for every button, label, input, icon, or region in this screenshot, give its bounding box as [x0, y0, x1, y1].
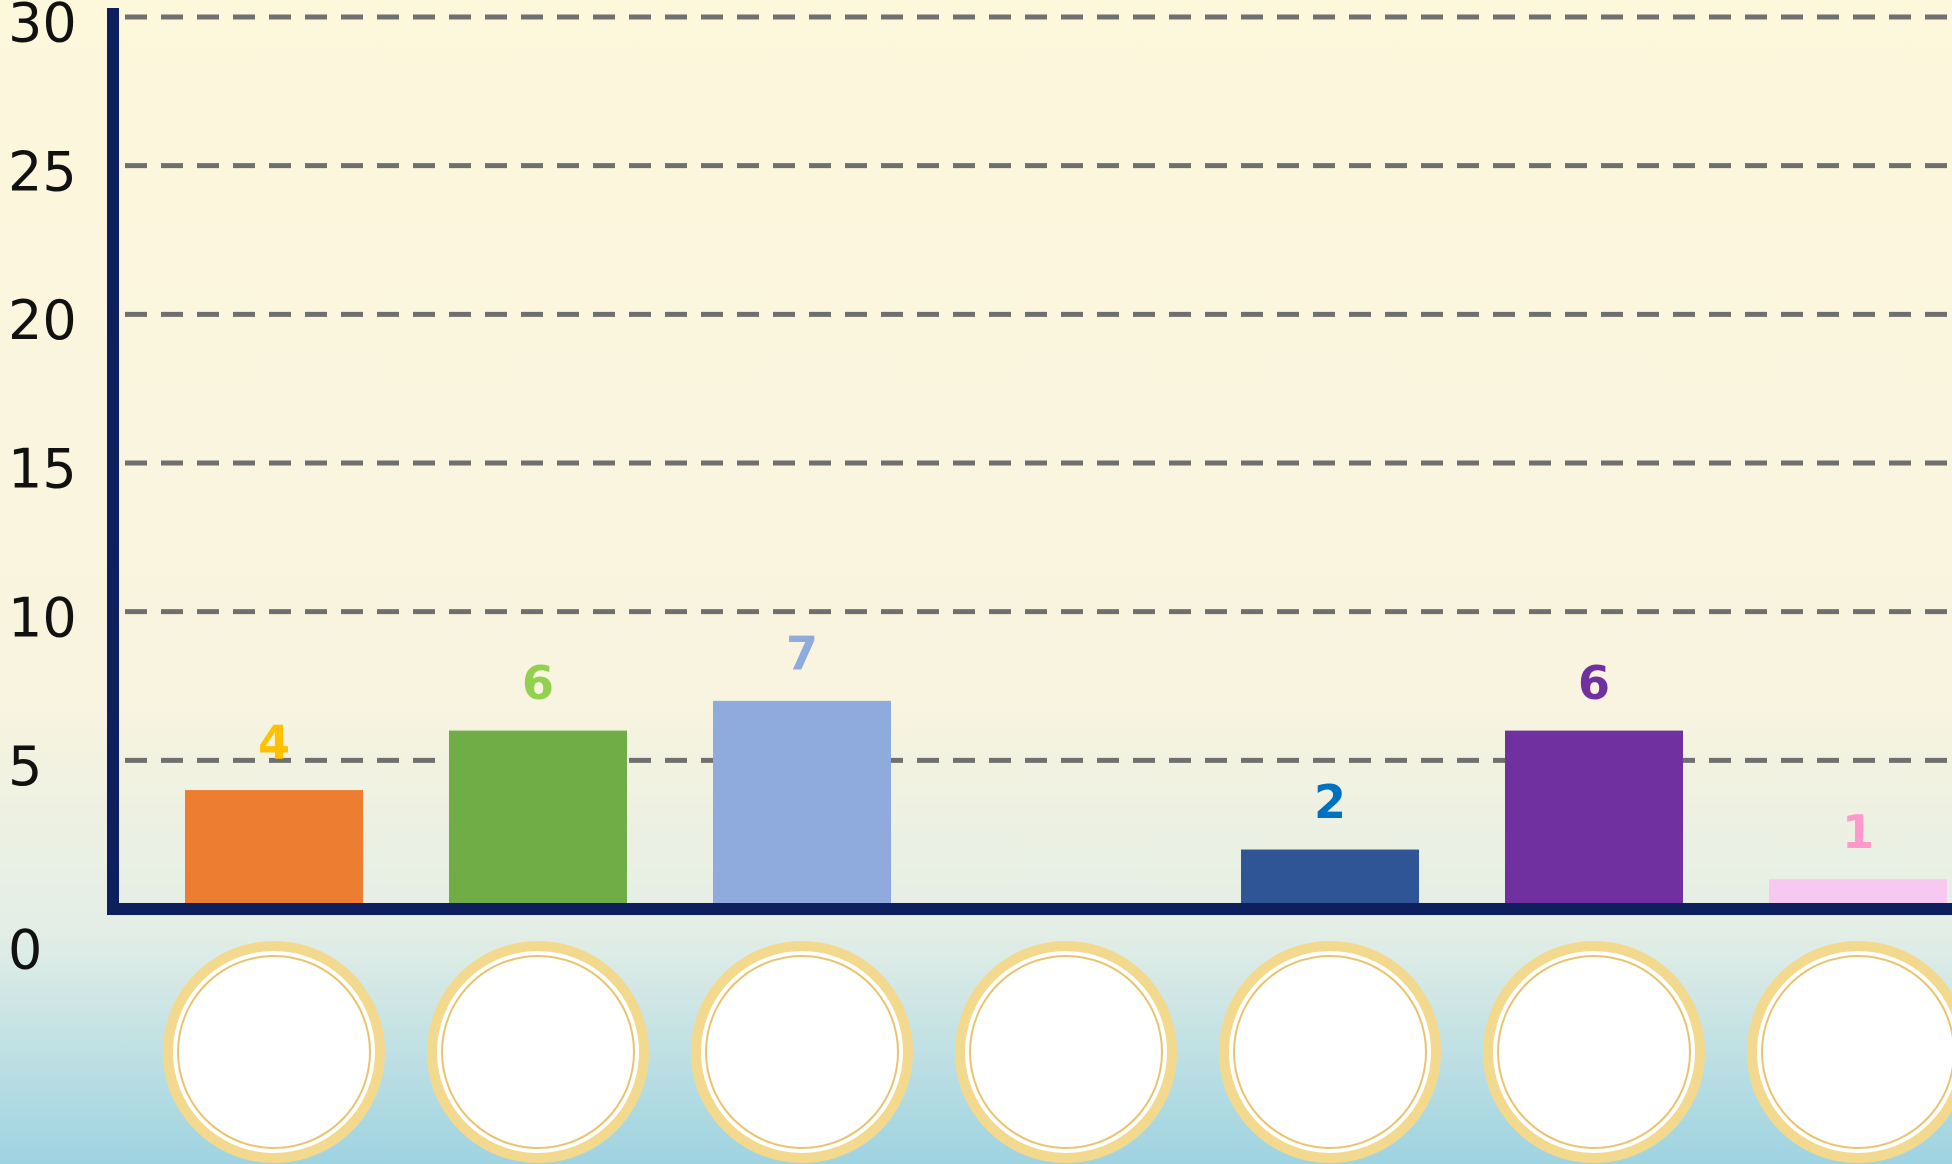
bar	[1241, 850, 1419, 903]
bar	[713, 701, 891, 903]
category-icon	[168, 946, 380, 1158]
bar	[1769, 879, 1947, 903]
y-tick-label: 30	[8, 0, 77, 55]
data-label: 6	[522, 656, 554, 710]
data-label: 4	[258, 716, 290, 770]
data-label: 6	[1578, 656, 1610, 710]
bar	[449, 731, 627, 903]
y-tick-label: 5	[8, 735, 42, 798]
chart: 0 5 10 15 20 25 30 4 6 7 2 6 1	[0, 0, 1952, 1164]
y-tick-label: 15	[8, 438, 77, 501]
y-tick-label: 25	[8, 140, 77, 203]
category-icon	[1488, 946, 1700, 1158]
data-label: 2	[1314, 775, 1346, 829]
y-tick-label: 20	[8, 289, 77, 352]
data-label: 7	[786, 626, 818, 680]
bar	[1505, 731, 1683, 903]
data-label: 1	[1842, 805, 1874, 859]
category-icon	[960, 946, 1172, 1158]
category-icon	[696, 946, 908, 1158]
category-icon	[432, 946, 644, 1158]
page: 051015202530467261 (() => { const data =…	[0, 0, 1952, 1164]
y-tick-label: 10	[8, 586, 77, 649]
category-icon	[1224, 946, 1436, 1158]
category-icon	[1752, 946, 1952, 1158]
bar	[185, 790, 363, 903]
y-tick-label: 0	[8, 919, 42, 982]
